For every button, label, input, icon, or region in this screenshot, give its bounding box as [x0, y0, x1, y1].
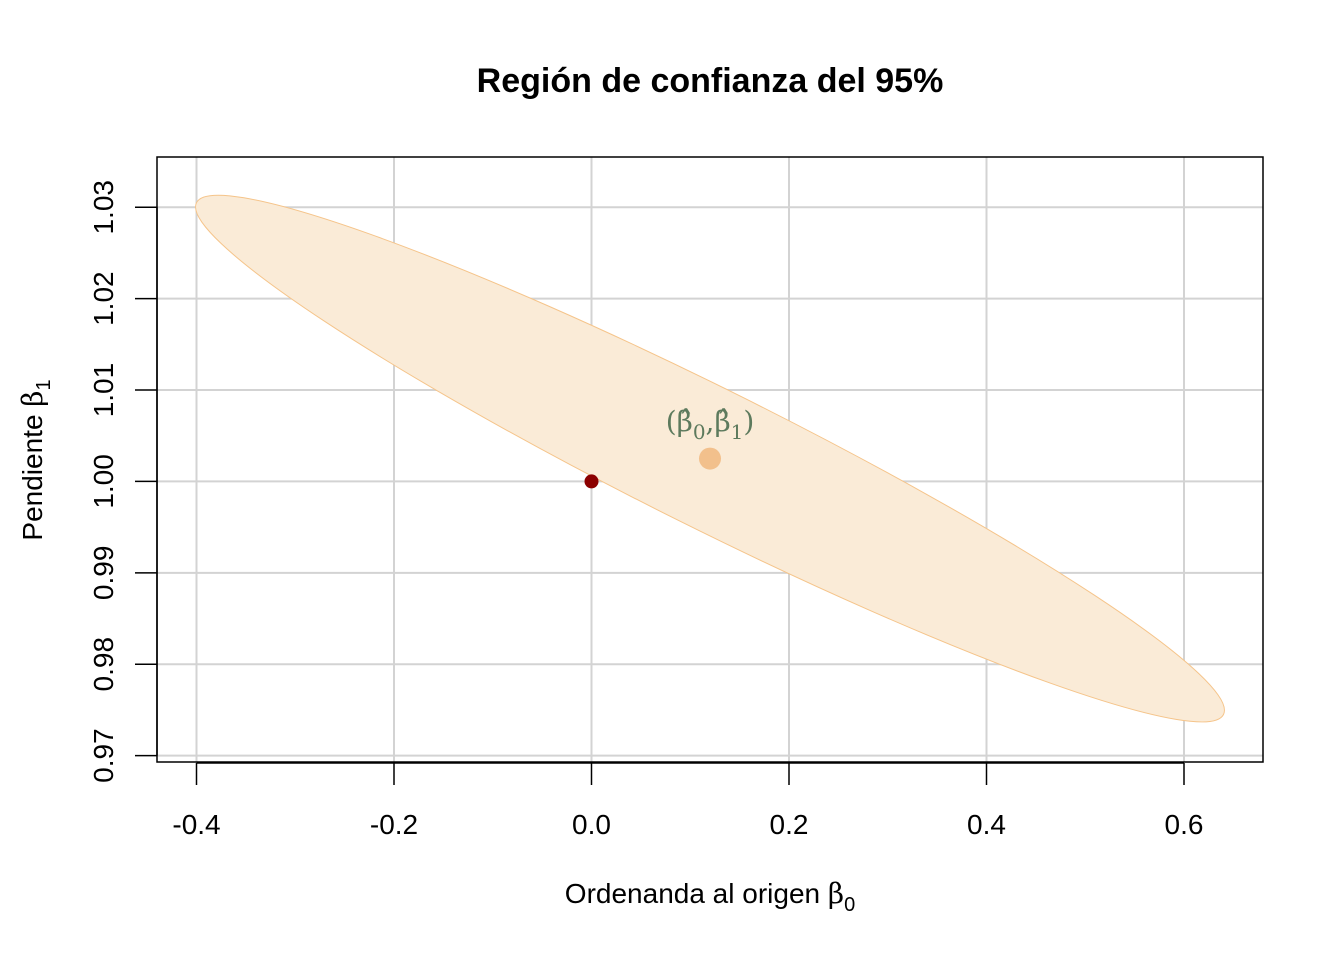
x-axis-label-symbol: β: [828, 877, 844, 910]
annotation-comma: ,: [706, 405, 715, 438]
y-tick-label-2: 0.99: [88, 546, 119, 601]
estimate-annotation: (β̂0,β̂1): [666, 405, 755, 444]
points: [584, 447, 721, 489]
annotation-beta0-sub: 0: [693, 420, 706, 444]
x-axis-label-sub: 0: [844, 894, 855, 916]
y-tick-label-0: 0.97: [88, 728, 119, 783]
x-tick-label-2: 0.0: [572, 809, 611, 840]
annotation-beta1-sub: 1: [731, 420, 744, 444]
y-axis-label: Pendiente β1: [16, 379, 55, 540]
x-tick-label-0: -0.4: [172, 809, 220, 840]
y-axis-label-sub: 1: [33, 379, 55, 390]
y-tick-label-4: 1.01: [88, 363, 119, 418]
y-axis: 0.97 0.98 0.99 1.00 1.01 1.02 1.03: [88, 180, 158, 783]
point-true-value: [584, 474, 599, 489]
annotation-beta1-symbol: β̂: [714, 405, 730, 438]
annotation-beta0-symbol: β̂: [677, 405, 693, 438]
x-axis-label-text: Ordenanda al origen: [565, 878, 828, 909]
x-axis-label: Ordenanda al origen β0: [565, 877, 855, 916]
point-estimate: [699, 447, 721, 470]
y-tick-label-3: 1.00: [88, 454, 119, 509]
y-tick-label-6: 1.03: [88, 180, 119, 235]
y-tick-label-1: 0.98: [88, 637, 119, 692]
annotation-open: (: [666, 405, 677, 438]
y-axis-label-text: Pendiente: [17, 407, 48, 541]
x-tick-label-3: 0.2: [770, 809, 809, 840]
x-axis: -0.4 -0.2 0.0 0.2 0.4 0.6: [172, 762, 1204, 840]
x-tick-label-1: -0.2: [370, 809, 418, 840]
y-tick-label-5: 1.02: [88, 271, 119, 326]
x-tick-label-5: 0.6: [1165, 809, 1204, 840]
chart-title: Región de confianza del 95%: [477, 62, 944, 100]
x-tick-label-4: 0.4: [967, 809, 1006, 840]
annotation-close: ): [743, 405, 754, 438]
y-axis-label-symbol: β: [16, 391, 49, 407]
